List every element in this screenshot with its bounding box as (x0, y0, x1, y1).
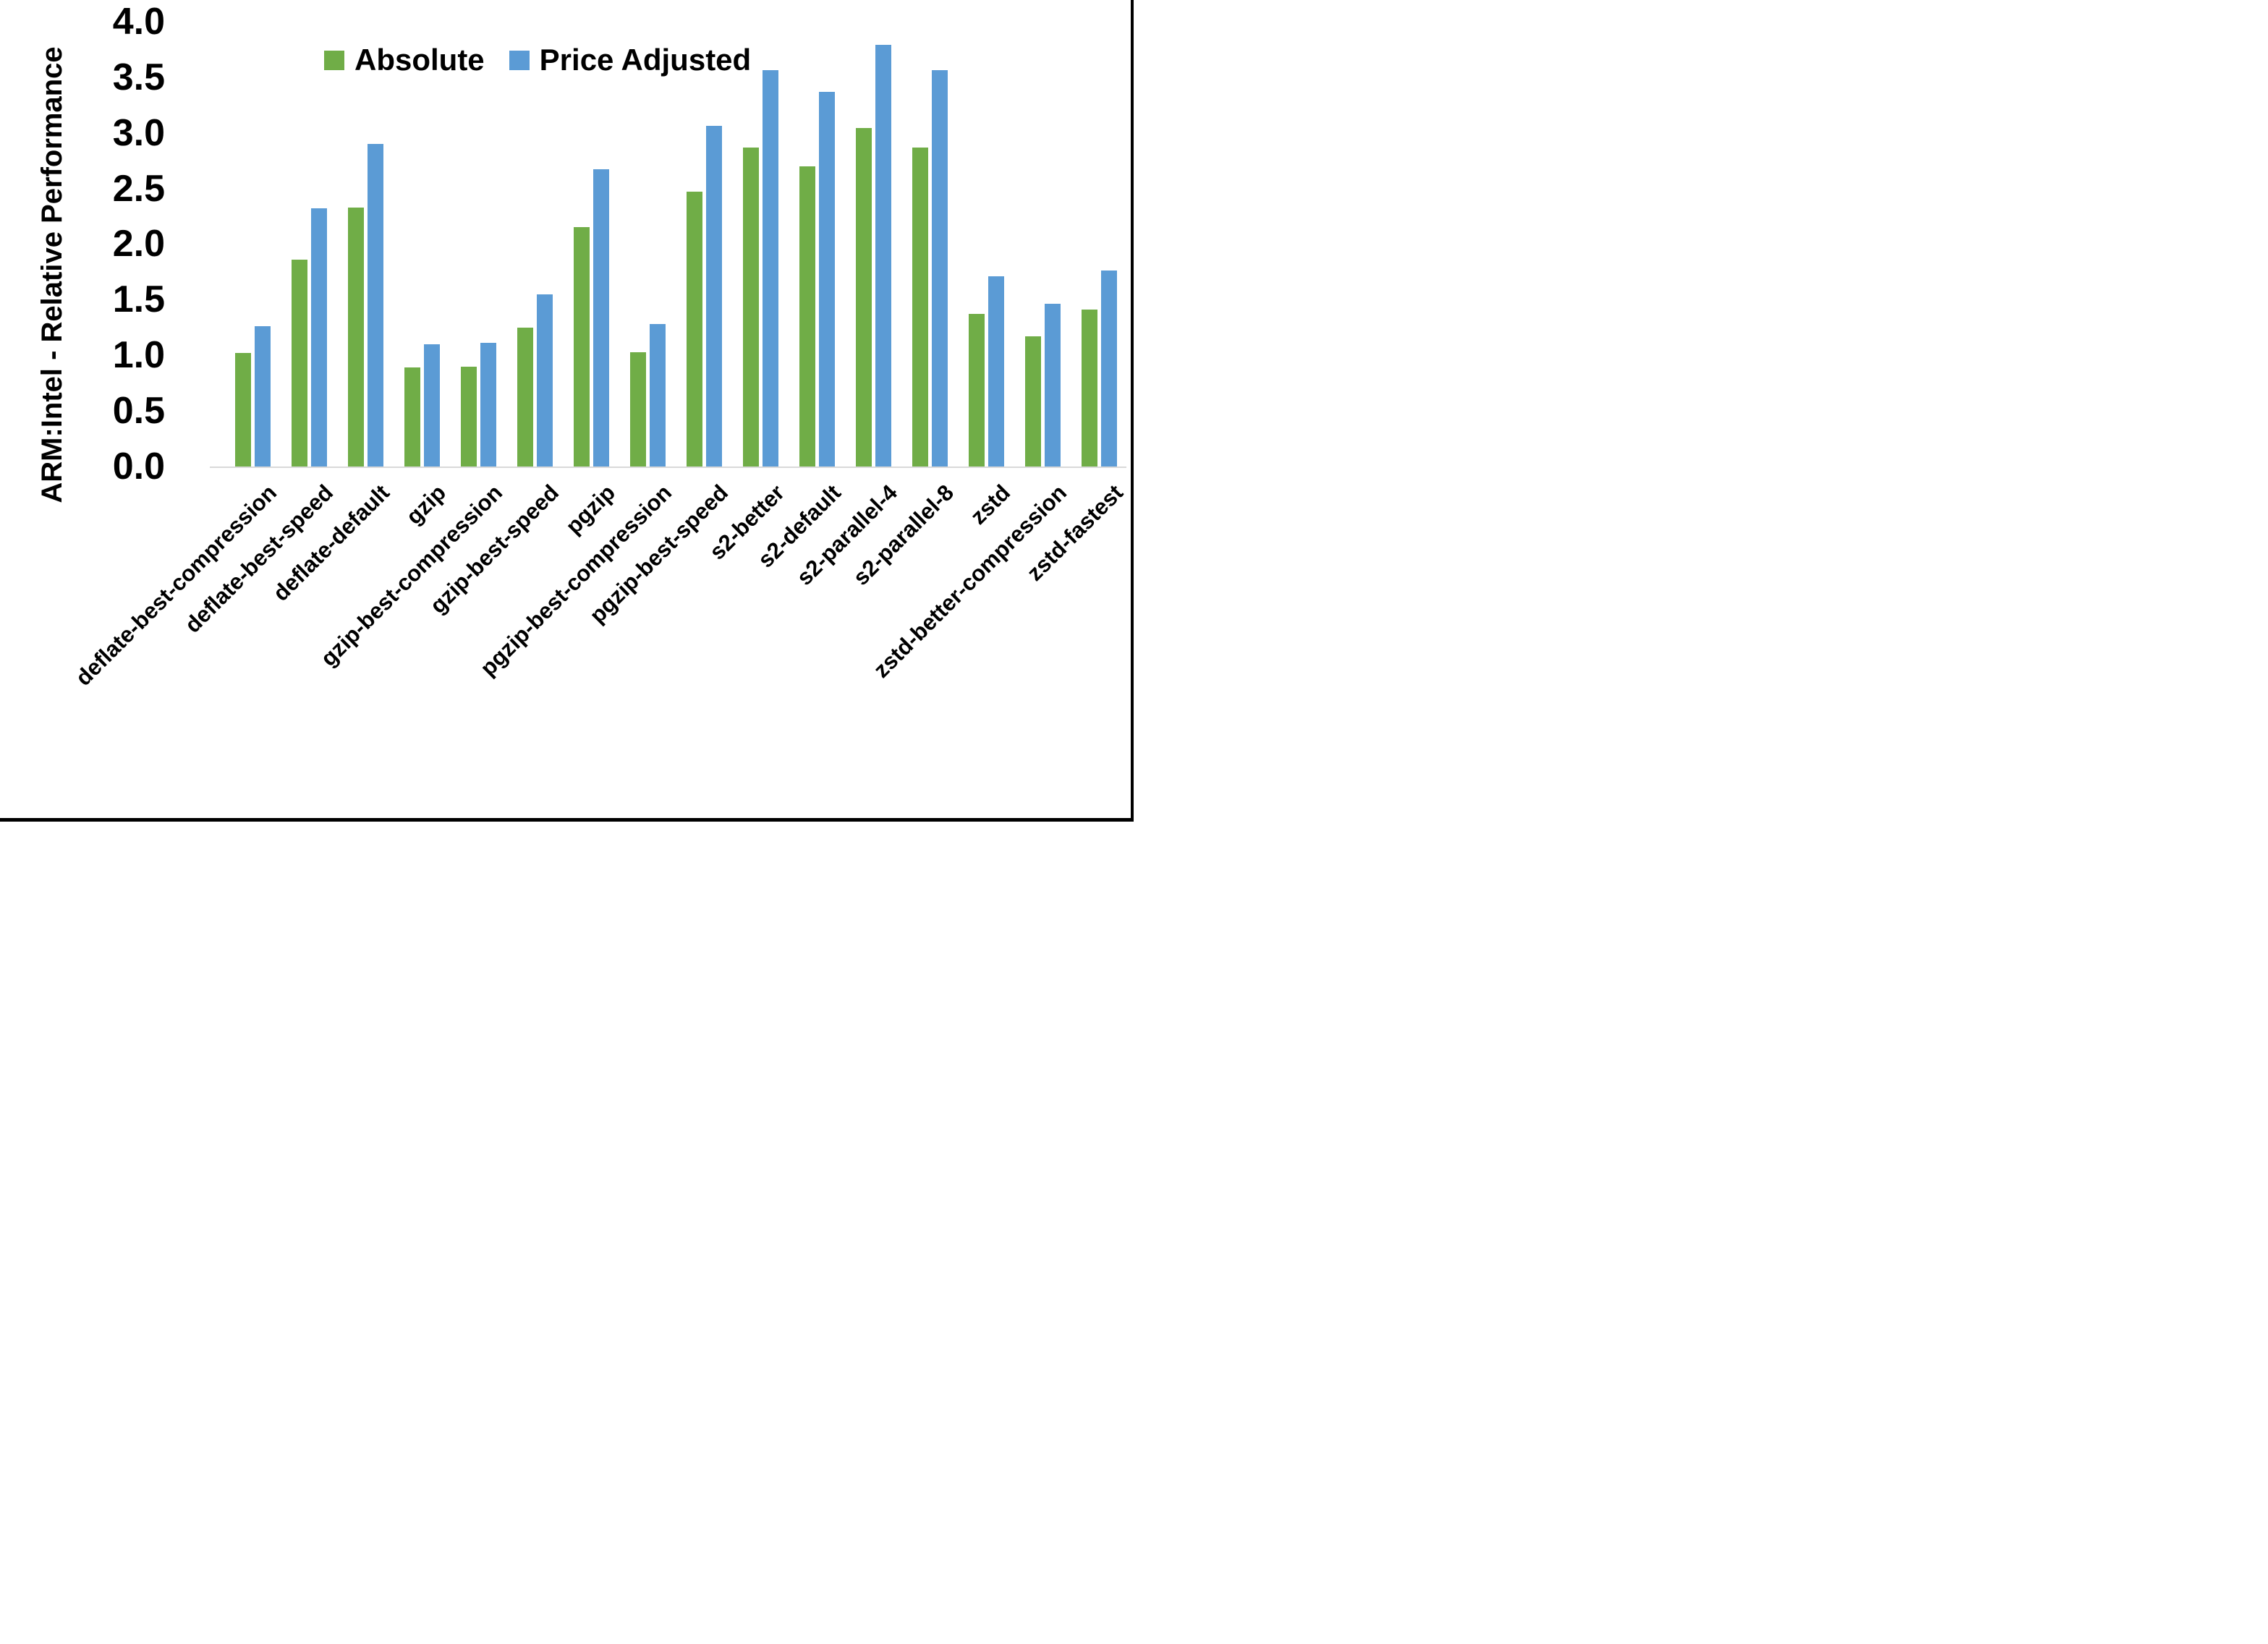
bar-price-adjusted-zstd-better-compression (1044, 304, 1061, 467)
bar-price-adjusted-pgzip (593, 169, 609, 467)
bar-absolute-s2-parallel-8 (912, 147, 928, 467)
y-tick-label: 4.0 (112, 0, 165, 43)
frame-right-edge (1131, 0, 1134, 822)
legend-label: Price Adjusted (539, 43, 752, 77)
bar-absolute-pgzip (573, 227, 590, 467)
bar-price-adjusted-gzip-best-speed (536, 294, 553, 467)
bar-price-adjusted-gzip-best-compression (480, 343, 496, 467)
y-tick-label: 0.0 (112, 446, 165, 487)
bar-absolute-s2-default (799, 166, 815, 467)
legend-swatch-icon (509, 50, 530, 70)
bar-absolute-zstd (968, 314, 985, 467)
bar-absolute-s2-parallel-4 (855, 128, 872, 467)
bar-price-adjusted-s2-parallel-4 (875, 45, 891, 467)
bar-absolute-gzip-best-speed (517, 327, 533, 467)
bar-absolute-s2-better (742, 147, 759, 467)
bar-chart: ARM:Intel - Relative Performance 4.0 3.5 3… (0, 0, 1134, 822)
bar-price-adjusted-zstd-fastest (1100, 271, 1117, 467)
bar-price-adjusted-pgzip-best-compression (649, 324, 666, 467)
y-tick-label: 2.0 (112, 223, 165, 265)
legend-item-absolute: Absolute (324, 45, 485, 75)
legend-swatch-icon (324, 50, 344, 70)
bar-price-adjusted-pgzip-best-speed (705, 126, 722, 467)
bar-price-adjusted-gzip (423, 344, 440, 467)
frame-bottom-edge (0, 818, 1134, 822)
bar-price-adjusted-s2-default (818, 91, 835, 467)
bar-absolute-deflate-default (347, 207, 364, 467)
y-tick-label: 1.5 (112, 278, 165, 321)
bar-price-adjusted-deflate-default (367, 143, 383, 467)
x-axis-line (210, 467, 1126, 468)
y-tick-label: 1.0 (112, 334, 165, 377)
y-axis-title: ARM:Intel - Relative Performance (36, 46, 68, 503)
y-tick-label: 3.0 (112, 111, 165, 154)
bar-absolute-gzip (404, 367, 420, 467)
y-tick-label: 2.5 (112, 167, 165, 210)
y-tick-label: 3.5 (112, 56, 165, 98)
bar-absolute-zstd-fastest (1081, 310, 1097, 467)
legend-label: Absolute (354, 43, 485, 77)
bar-absolute-pgzip-best-speed (686, 192, 702, 467)
bar-price-adjusted-deflate-best-compression (254, 326, 271, 467)
bar-absolute-gzip-best-compression (460, 366, 477, 467)
bar-absolute-pgzip-best-compression (629, 352, 646, 467)
bar-price-adjusted-deflate-best-speed (310, 208, 327, 467)
legend-item-price-adjusted: Price Adjusted (509, 43, 752, 77)
bar-price-adjusted-zstd (988, 276, 1004, 467)
bar-price-adjusted-s2-parallel-8 (931, 70, 948, 467)
bar-price-adjusted-s2-better (762, 70, 778, 467)
bar-absolute-zstd-better-compression (1024, 336, 1041, 467)
bar-absolute-deflate-best-compression (234, 353, 251, 467)
legend: Absolute Price Adjusted (324, 45, 751, 75)
y-tick-label: 0.5 (112, 390, 165, 433)
bar-absolute-deflate-best-speed (291, 259, 307, 467)
